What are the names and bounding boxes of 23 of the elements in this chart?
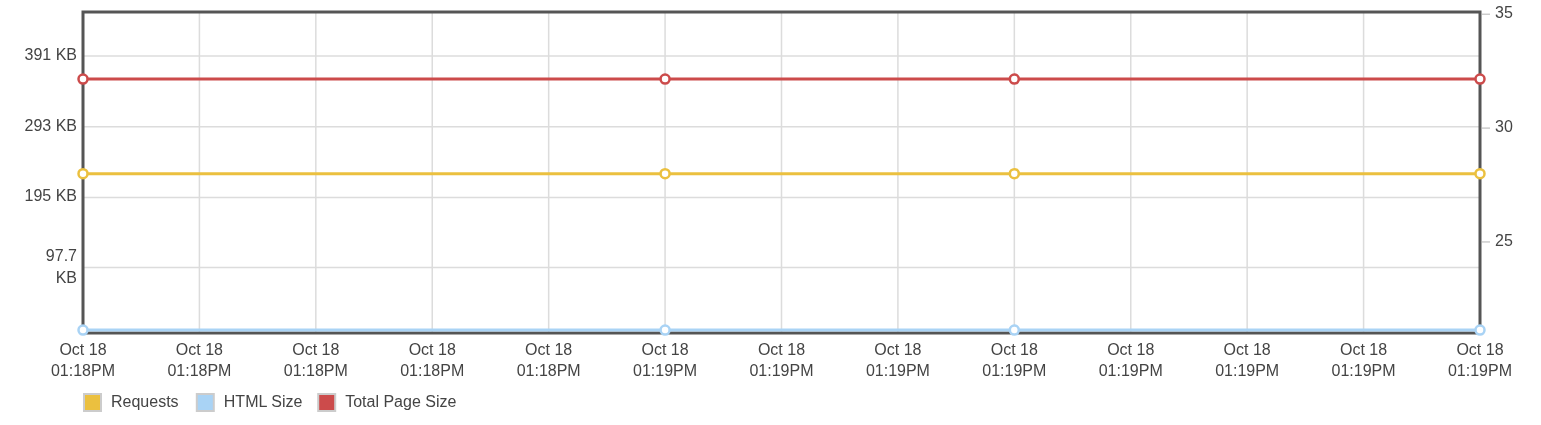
x-tick-label: Oct 18 01:19PM: [1215, 341, 1280, 379]
y-tick-label: 195 KB: [24, 187, 77, 205]
x-tick-label: Oct 18 01:19PM: [1447, 341, 1513, 379]
x-tick-label: Oct 18 01:19PM: [633, 341, 698, 379]
x-tick-label: Oct 18 01:18PM: [400, 341, 465, 379]
x-tick-label: Oct 18 01:18PM: [50, 341, 116, 379]
x-tick-label: Oct 18 01:19PM: [982, 341, 1047, 379]
legend-label: Total Page Size: [345, 393, 457, 411]
y-tick-label: 97.7 KB: [45, 246, 78, 286]
legend-label: HTML Size: [223, 393, 303, 411]
y2-tick-label: 30: [1495, 118, 1513, 136]
legend-label: Requests: [111, 393, 179, 411]
x-tick-label: Oct 18 01:18PM: [516, 341, 581, 379]
y2-tick-label: 25: [1495, 232, 1513, 250]
x-tick-label: Oct 18 01:18PM: [283, 341, 348, 379]
x-tick-label: Oct 18 01:19PM: [749, 341, 814, 379]
x-tick-label: Oct 18 01:19PM: [1098, 341, 1163, 379]
x-tick-label: Oct 18 01:18PM: [167, 341, 232, 379]
y2-tick-label: 35: [1495, 4, 1513, 22]
x-tick-label: Oct 18 01:19PM: [1331, 341, 1396, 379]
y-tick-label: 391 KB: [24, 46, 77, 64]
x-tick-label: Oct 18 01:19PM: [865, 341, 930, 379]
y-tick-label: 293 KB: [24, 116, 77, 134]
